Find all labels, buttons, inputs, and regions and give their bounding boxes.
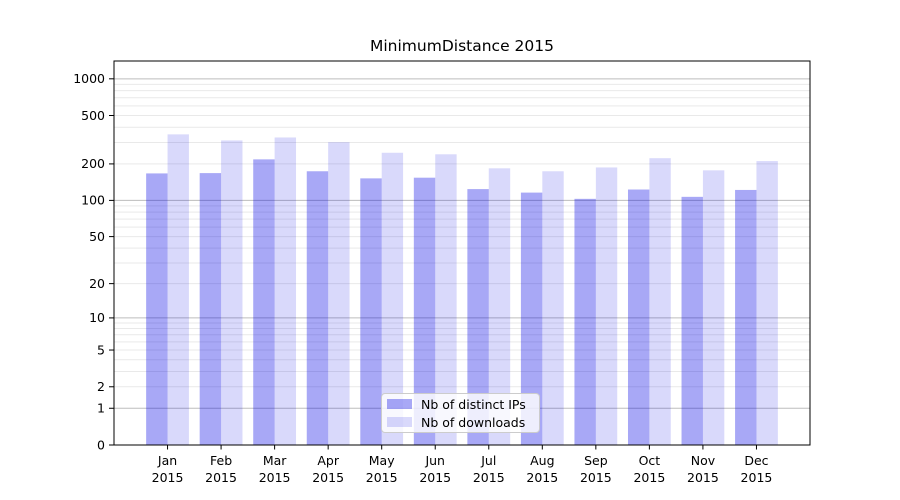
bar-feb-downloads — [221, 140, 243, 445]
bar-jan-downloads — [167, 134, 189, 445]
bar-jul-downloads — [488, 168, 511, 445]
x-tick-label-month: Apr — [317, 453, 339, 468]
legend-swatch-distinct-ips — [387, 399, 412, 409]
legend-swatch-downloads — [387, 417, 412, 427]
bar-feb-distinct-ips — [199, 173, 222, 446]
y-tick-label: 200 — [81, 156, 105, 171]
y-tick-label: 1000 — [73, 71, 105, 86]
y-tick-label: 500 — [81, 108, 105, 123]
x-axis-ticks: Jan 2015 Feb 2015 Mar 2015 Apr 2015 May 2015 Jun 20… — [152, 445, 773, 485]
bar-apr-downloads — [328, 142, 350, 445]
y-tick-label: 2 — [97, 379, 105, 394]
x-tick-label-year: 2015 — [205, 470, 237, 485]
y-tick-label: 20 — [89, 276, 105, 291]
bar-oct-downloads — [649, 158, 671, 445]
x-tick-label-month: Oct — [639, 453, 661, 468]
bar-dec-distinct-ips — [735, 189, 757, 445]
x-tick-label-year: 2015 — [687, 470, 719, 485]
bar-aug-distinct-ips — [520, 192, 543, 445]
x-tick-label-month: Sep — [584, 453, 608, 468]
bar-mar-distinct-ips — [253, 159, 275, 446]
bar-oct-distinct-ips — [627, 189, 650, 445]
chart-title: MinimumDistance 2015 — [370, 37, 554, 55]
bar-jan-distinct-ips — [146, 173, 168, 445]
x-tick-label-year: 2015 — [473, 470, 505, 485]
bars-downloads — [167, 134, 778, 446]
x-tick-label-month: Jul — [480, 453, 496, 468]
x-tick-label-year: 2015 — [633, 470, 665, 485]
legend-label-downloads: Nb of downloads — [421, 414, 526, 430]
x-tick-label-year: 2015 — [419, 470, 451, 485]
x-tick-label-month: Aug — [530, 453, 554, 468]
bar-aug-downloads — [542, 171, 564, 445]
bar-sep-distinct-ips — [574, 198, 596, 445]
x-tick-label-month: Dec — [744, 453, 768, 468]
x-tick-label-year: 2015 — [312, 470, 344, 485]
bar-may-downloads — [381, 152, 404, 445]
bar-jul-distinct-ips — [467, 189, 489, 445]
bar-may-distinct-ips — [360, 178, 382, 446]
bar-mar-downloads — [274, 137, 297, 445]
y-tick-label: 50 — [89, 229, 105, 244]
bar-nov-downloads — [702, 170, 725, 445]
x-tick-label-year: 2015 — [741, 470, 773, 485]
bar-jun-distinct-ips — [413, 177, 436, 446]
bar-apr-distinct-ips — [306, 171, 329, 445]
plot-border — [113, 60, 811, 446]
x-tick-label-month: Mar — [263, 453, 287, 468]
bar-dec-downloads — [756, 161, 778, 446]
x-tick-label-month: Feb — [210, 453, 232, 468]
bar-jun-downloads — [435, 154, 457, 446]
x-tick-label-year: 2015 — [366, 470, 398, 485]
gridlines-minor — [114, 83, 810, 388]
y-tick-label: 10 — [89, 310, 105, 325]
bars-distinct-ips — [146, 159, 757, 446]
y-tick-label: 0 — [97, 437, 105, 452]
x-tick-label-year: 2015 — [152, 470, 184, 485]
x-tick-label-year: 2015 — [259, 470, 291, 485]
x-tick-label-year: 2015 — [580, 470, 612, 485]
y-tick-label: 1 — [97, 401, 105, 416]
legend-item-downloads: Nb of downloads — [387, 415, 531, 430]
y-tick-label: 5 — [97, 342, 105, 357]
x-tick-label-month: May — [369, 453, 395, 468]
y-tick-label: 100 — [81, 193, 105, 208]
bar-sep-downloads — [595, 167, 618, 445]
x-tick-label-year: 2015 — [526, 470, 558, 485]
legend-item-distinct-ips: Nb of distinct IPs — [387, 397, 531, 412]
chart-legend: Nb of distinct IPs Nb of downloads — [381, 393, 540, 433]
bar-nov-distinct-ips — [681, 196, 703, 445]
x-tick-label-month: Jan — [157, 453, 177, 468]
x-tick-label-month: Jun — [424, 453, 445, 468]
x-tick-label-month: Nov — [691, 453, 716, 468]
legend-label-distinct-ips: Nb of distinct IPs — [421, 396, 526, 412]
